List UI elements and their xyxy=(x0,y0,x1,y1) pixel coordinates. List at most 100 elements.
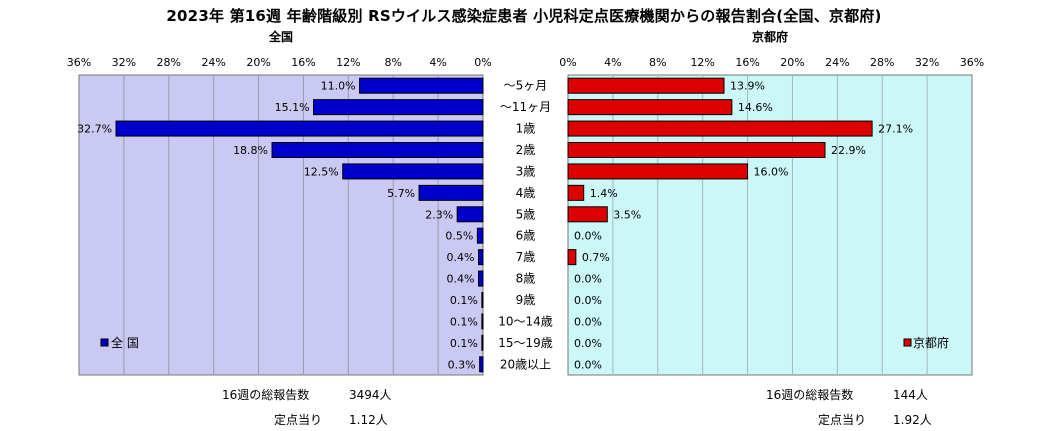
kyoto-tick-label: 8% xyxy=(649,56,666,69)
kyoto-tick-label: 16% xyxy=(735,56,759,69)
kyoto-data-label: 3.5% xyxy=(613,208,641,221)
kyoto-per-site-value: 1.92人 xyxy=(893,413,932,427)
national-bar xyxy=(481,292,484,308)
national-bar xyxy=(313,99,484,116)
national-data-label: 0.4% xyxy=(447,273,475,286)
kyoto-data-label: 16.0% xyxy=(754,165,789,178)
kyoto-tick-label: 28% xyxy=(870,56,894,69)
national-tick-label: 0% xyxy=(474,56,491,69)
national-data-label: 32.7% xyxy=(77,123,112,136)
national-data-label: 0.3% xyxy=(448,358,476,371)
kyoto-data-label: 0.0% xyxy=(574,273,602,286)
national-legend-label: 全 国 xyxy=(111,335,139,350)
kyoto-data-label: 27.1% xyxy=(878,123,913,136)
kyoto-legend-swatch xyxy=(903,338,912,347)
kyoto-data-label: 0.7% xyxy=(582,251,610,264)
national-data-label: 0.1% xyxy=(450,315,478,328)
national-tick-label: 24% xyxy=(201,56,225,69)
kyoto-data-label: 0.0% xyxy=(574,358,602,371)
national-bar xyxy=(359,77,484,94)
kyoto-data-label: 0.0% xyxy=(574,294,602,307)
category-label: 6歳 xyxy=(516,229,536,243)
national-tick-label: 20% xyxy=(246,56,270,69)
national-data-label: 0.1% xyxy=(450,294,478,307)
national-panel-title: 全国 xyxy=(268,29,293,44)
national-data-label: 18.8% xyxy=(233,144,268,157)
kyoto-reports-label: 16週の総報告数 xyxy=(766,388,854,402)
national-bar xyxy=(476,227,484,244)
kyoto-tick-label: 20% xyxy=(780,56,804,69)
national-bar xyxy=(115,120,484,137)
national-bar xyxy=(481,334,484,351)
kyoto-data-label: 1.4% xyxy=(590,187,618,200)
kyoto-bar xyxy=(567,249,577,266)
category-label: 〜5ヶ月 xyxy=(504,79,548,93)
national-data-label: 0.1% xyxy=(450,337,478,350)
kyoto-tick-label: 36% xyxy=(960,56,984,69)
kyoto-legend-label: 京都府 xyxy=(913,335,949,350)
national-data-label: 0.4% xyxy=(447,251,475,264)
national-tick-label: 4% xyxy=(429,56,446,69)
national-bar xyxy=(478,249,484,266)
national-plot-area xyxy=(78,74,484,376)
kyoto-bar xyxy=(567,142,826,158)
category-label: 3歳 xyxy=(516,164,536,178)
national-bar xyxy=(479,356,484,373)
kyoto-bar xyxy=(567,184,585,201)
kyoto-tick-label: 0% xyxy=(559,56,576,69)
national-data-label: 15.1% xyxy=(275,101,310,114)
category-label: 5歳 xyxy=(516,207,536,221)
national-bar xyxy=(456,206,484,223)
national-data-label: 5.7% xyxy=(387,187,415,200)
national-tick-label: 12% xyxy=(336,56,360,69)
category-label: 2歳 xyxy=(516,143,536,157)
kyoto-data-label: 13.9% xyxy=(730,80,765,93)
kyoto-tick-label: 4% xyxy=(604,56,621,69)
national-data-label: 0.5% xyxy=(445,230,473,243)
category-label: 1歳 xyxy=(516,122,536,136)
kyoto-tick-label: 12% xyxy=(690,56,714,69)
national-tick-label: 16% xyxy=(291,56,315,69)
national-tick-label: 8% xyxy=(384,56,401,69)
category-label: 10〜14歳 xyxy=(498,314,553,328)
national-bar xyxy=(478,270,484,287)
national-bar xyxy=(418,184,484,201)
national-data-label: 2.3% xyxy=(425,208,453,221)
national-per-site-value: 1.12人 xyxy=(349,413,388,427)
national-tick-label: 28% xyxy=(157,56,181,69)
national-bar xyxy=(481,313,484,330)
national-tick-label: 36% xyxy=(67,56,91,69)
national-bar xyxy=(342,163,484,180)
kyoto-data-label: 14.6% xyxy=(738,101,773,114)
kyoto-tick-label: 32% xyxy=(915,56,939,69)
kyoto-data-label: 22.9% xyxy=(831,144,866,157)
page-title: 2023年 第16週 年齢階級別 RSウイルス感染症患者 小児科定点医療機関から… xyxy=(166,7,882,25)
kyoto-bar xyxy=(567,77,725,94)
category-label: 8歳 xyxy=(516,272,536,286)
national-reports-label: 16週の総報告数 xyxy=(222,388,310,402)
national-per-site-label: 定点当り xyxy=(274,413,323,427)
kyoto-reports-value: 144人 xyxy=(893,388,928,402)
national-data-label: 11.0% xyxy=(321,80,356,93)
kyoto-bar xyxy=(567,206,608,223)
kyoto-data-label: 0.0% xyxy=(574,315,602,328)
category-label: 9歳 xyxy=(516,293,536,307)
kyoto-bar xyxy=(567,120,873,137)
kyoto-data-label: 0.0% xyxy=(574,230,602,243)
kyoto-data-label: 0.0% xyxy=(574,337,602,350)
national-data-label: 12.5% xyxy=(304,165,339,178)
kyoto-panel-title: 京都府 xyxy=(752,29,788,44)
kyoto-bar xyxy=(567,163,749,180)
kyoto-plot-area xyxy=(567,74,973,376)
kyoto-per-site-label: 定点当り xyxy=(818,413,867,427)
national-legend-swatch xyxy=(100,338,109,347)
national-bar xyxy=(271,142,484,158)
category-label: 〜11ヶ月 xyxy=(500,100,551,114)
category-label: 15〜19歳 xyxy=(498,336,553,350)
category-label: 7歳 xyxy=(516,250,536,264)
kyoto-tick-label: 24% xyxy=(825,56,849,69)
category-label: 20歳以上 xyxy=(500,357,551,371)
national-reports-value: 3494人 xyxy=(349,388,392,402)
national-tick-label: 32% xyxy=(112,56,136,69)
